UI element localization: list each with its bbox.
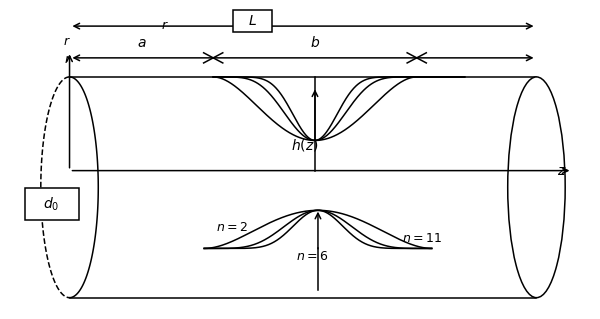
Text: $z$: $z$ xyxy=(557,164,567,178)
Text: $n=2$: $n=2$ xyxy=(216,221,248,234)
Text: $h(z)$: $h(z)$ xyxy=(291,137,319,153)
Ellipse shape xyxy=(508,77,565,298)
Text: $a$: $a$ xyxy=(137,36,146,50)
Text: $n=11$: $n=11$ xyxy=(402,232,442,245)
Text: $d_0$: $d_0$ xyxy=(43,195,60,213)
Text: $r$: $r$ xyxy=(64,53,71,66)
FancyBboxPatch shape xyxy=(25,188,79,220)
Text: $n=6$: $n=6$ xyxy=(296,250,328,263)
FancyBboxPatch shape xyxy=(233,10,272,33)
Text: $b$: $b$ xyxy=(310,35,320,50)
Text: $r$: $r$ xyxy=(161,19,169,33)
Text: $r$: $r$ xyxy=(62,35,70,48)
Text: $L$: $L$ xyxy=(248,14,257,28)
